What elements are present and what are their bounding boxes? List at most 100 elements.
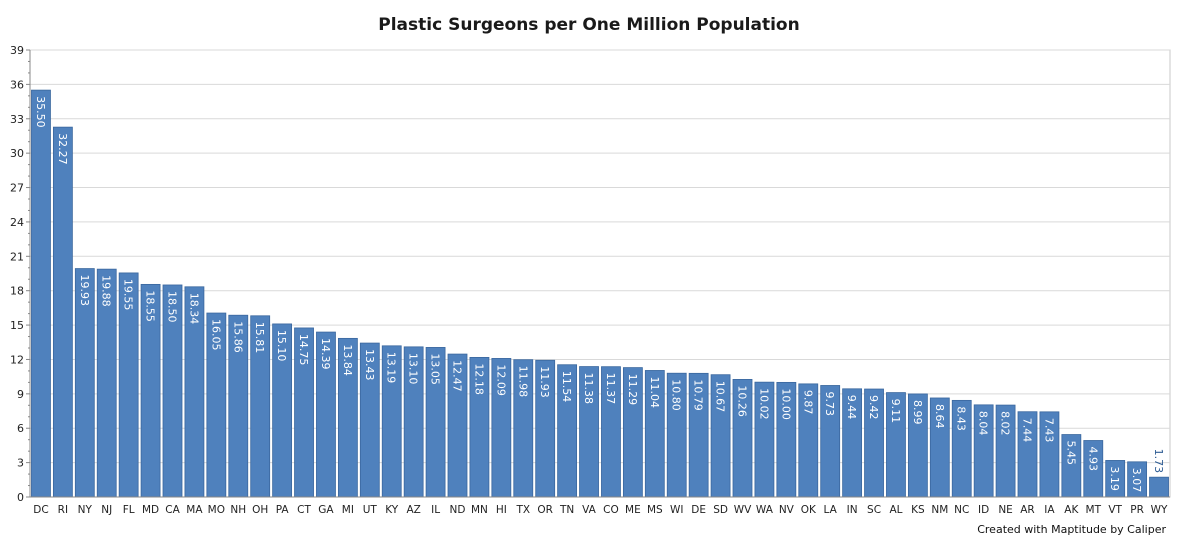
x-tick-label: WA	[756, 504, 774, 516]
x-tick-label: CT	[297, 504, 311, 516]
y-tick-label: 15	[10, 319, 24, 332]
x-tick-label: MT	[1086, 504, 1102, 516]
x-tick-label: VT	[1108, 504, 1122, 516]
chart-footer: Created with Maptitude by Caliper	[977, 523, 1166, 536]
data-label: 7.43	[1042, 418, 1055, 443]
data-label: 13.84	[341, 344, 354, 376]
x-tick-label: MI	[342, 504, 354, 516]
y-tick-label: 27	[10, 182, 24, 195]
x-tick-label: TX	[515, 504, 530, 516]
y-tick-label: 24	[10, 216, 24, 229]
x-tick-label: IL	[431, 504, 440, 516]
data-label: 9.42	[867, 395, 880, 420]
data-label: 10.80	[670, 379, 683, 411]
data-label: 3.07	[1130, 468, 1143, 493]
data-label: 35.50	[34, 96, 47, 128]
data-label: 4.93	[1086, 446, 1099, 471]
data-label: 8.02	[999, 411, 1012, 436]
x-tick-label: HI	[496, 504, 507, 516]
x-tick-label: NM	[931, 504, 948, 516]
x-tick-label: ME	[625, 504, 641, 516]
x-tick-label: NY	[78, 504, 93, 516]
x-tick-label: MN	[471, 504, 488, 516]
data-label: 15.81	[253, 322, 266, 354]
data-label: 11.29	[626, 374, 639, 406]
data-label: 16.05	[209, 319, 222, 351]
y-tick-label: 3	[17, 457, 24, 470]
data-label: 9.73	[823, 391, 836, 416]
x-tick-label: MO	[208, 504, 225, 516]
y-tick-label: 21	[10, 250, 24, 263]
y-tick-label: 18	[10, 285, 24, 298]
y-tick-label: 33	[10, 113, 24, 126]
data-label: 5.45	[1064, 441, 1077, 466]
x-tick-label: OH	[252, 504, 268, 516]
bar	[1149, 476, 1169, 498]
x-tick-label: CA	[165, 504, 180, 516]
x-tick-label: SC	[867, 504, 881, 516]
x-tick-label: AL	[889, 504, 902, 516]
x-tick-label: IN	[847, 504, 858, 516]
x-tick-label: DE	[691, 504, 706, 516]
x-tick-label: MD	[142, 504, 159, 516]
data-label: 12.47	[451, 360, 464, 392]
data-label: 10.26	[736, 385, 749, 417]
data-label: 19.88	[100, 275, 113, 307]
data-label: 14.75	[297, 334, 310, 366]
y-tick-label: 6	[17, 422, 24, 435]
x-tick-label: OK	[801, 504, 817, 516]
data-label: 10.02	[757, 388, 770, 420]
x-tick-label: IA	[1044, 504, 1055, 516]
bar	[31, 89, 51, 498]
x-tick-label: PR	[1130, 504, 1144, 516]
data-label: 13.43	[363, 349, 376, 381]
data-label: 8.43	[955, 406, 968, 431]
data-label: 32.27	[56, 133, 69, 165]
y-tick-label: 0	[17, 491, 24, 504]
x-tick-label: KS	[911, 504, 925, 516]
data-label: 9.44	[845, 395, 858, 420]
data-label: 11.04	[648, 376, 661, 408]
data-label: 18.55	[144, 290, 157, 322]
x-tick-label: AR	[1020, 504, 1034, 516]
data-label: 11.54	[560, 371, 573, 403]
data-label: 14.39	[319, 338, 332, 370]
x-tick-label: MS	[647, 504, 663, 516]
x-tick-label: NV	[779, 504, 795, 516]
data-label: 10.00	[779, 388, 792, 420]
x-tick-label: LA	[824, 504, 838, 516]
y-tick-label: 30	[10, 147, 24, 160]
data-label: 7.44	[1021, 418, 1034, 443]
x-tick-label: UT	[363, 504, 378, 516]
bar	[52, 126, 73, 498]
data-label: 12.18	[472, 363, 485, 395]
data-label: 8.04	[977, 411, 990, 436]
y-tick-label: 9	[17, 388, 24, 401]
x-tick-label: CO	[603, 504, 619, 516]
data-label: 9.87	[801, 390, 814, 415]
x-tick-label: RI	[58, 504, 68, 516]
x-tick-label: WV	[734, 504, 752, 516]
data-label: 15.10	[275, 330, 288, 362]
x-tick-label: FL	[123, 504, 135, 516]
x-tick-label: MA	[186, 504, 203, 516]
data-label: 8.99	[911, 400, 924, 425]
x-tick-label: NH	[230, 504, 246, 516]
x-tick-label: NJ	[101, 504, 112, 516]
data-label: 19.93	[78, 275, 91, 307]
data-label: 15.86	[231, 321, 244, 353]
data-label: 13.05	[429, 353, 442, 385]
y-tick-label: 36	[10, 78, 24, 91]
data-label: 11.37	[604, 373, 617, 405]
bars: 35.50 32.27 19.93 19.88 19.55 18.55 18.50 18.34…	[31, 89, 1169, 498]
x-tick-label: SD	[713, 504, 728, 516]
x-tick-label: WI	[670, 504, 683, 516]
y-tick-label: 12	[10, 353, 24, 366]
data-label: 13.19	[385, 352, 398, 384]
data-label: 10.67	[714, 381, 727, 413]
x-tick-label: AK	[1064, 504, 1079, 516]
data-label: 3.19	[1108, 466, 1121, 491]
x-tick-label: NC	[954, 504, 969, 516]
